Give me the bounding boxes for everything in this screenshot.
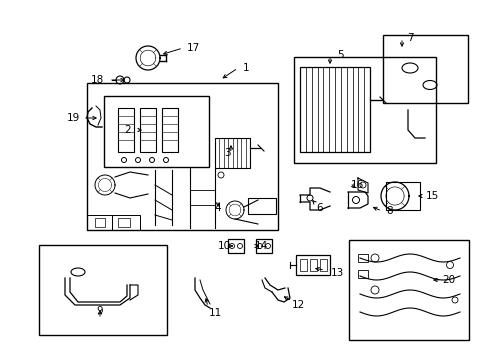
Bar xyxy=(112,215,140,230)
Bar xyxy=(357,254,367,262)
Text: 7: 7 xyxy=(406,33,412,43)
Text: 8: 8 xyxy=(386,206,392,216)
Text: 4: 4 xyxy=(214,203,221,213)
Bar xyxy=(118,218,130,227)
Bar xyxy=(295,255,329,275)
Bar xyxy=(382,35,467,103)
Bar xyxy=(293,57,435,163)
Bar xyxy=(309,259,316,271)
Bar xyxy=(39,245,167,335)
Bar xyxy=(348,240,468,340)
Text: 13: 13 xyxy=(330,268,343,278)
Text: 11: 11 xyxy=(208,308,221,318)
Bar xyxy=(299,259,306,271)
Text: 16: 16 xyxy=(350,180,363,190)
Text: 20: 20 xyxy=(442,275,455,285)
Bar xyxy=(319,259,326,271)
Bar xyxy=(118,108,134,152)
Bar xyxy=(140,108,156,152)
Bar xyxy=(357,270,367,278)
Bar xyxy=(162,108,178,152)
Bar xyxy=(104,96,208,167)
Text: 18: 18 xyxy=(90,75,103,85)
Text: 1: 1 xyxy=(242,63,249,73)
Text: 6: 6 xyxy=(316,203,323,213)
Bar xyxy=(385,182,419,210)
Bar xyxy=(299,67,369,152)
Text: 12: 12 xyxy=(291,300,304,310)
Bar xyxy=(256,239,271,253)
Text: 14: 14 xyxy=(254,241,267,251)
Bar xyxy=(215,138,249,168)
Text: 10: 10 xyxy=(217,241,230,251)
Text: 15: 15 xyxy=(425,191,438,201)
Text: 17: 17 xyxy=(186,43,199,53)
Bar xyxy=(227,239,244,253)
Bar xyxy=(95,218,105,227)
Text: 9: 9 xyxy=(97,306,103,316)
Bar xyxy=(87,215,112,230)
Text: 19: 19 xyxy=(66,113,80,123)
Text: 2: 2 xyxy=(124,125,131,135)
Bar xyxy=(247,198,275,214)
Bar xyxy=(87,83,278,230)
Text: 3: 3 xyxy=(223,148,230,158)
Text: 5: 5 xyxy=(336,50,343,60)
